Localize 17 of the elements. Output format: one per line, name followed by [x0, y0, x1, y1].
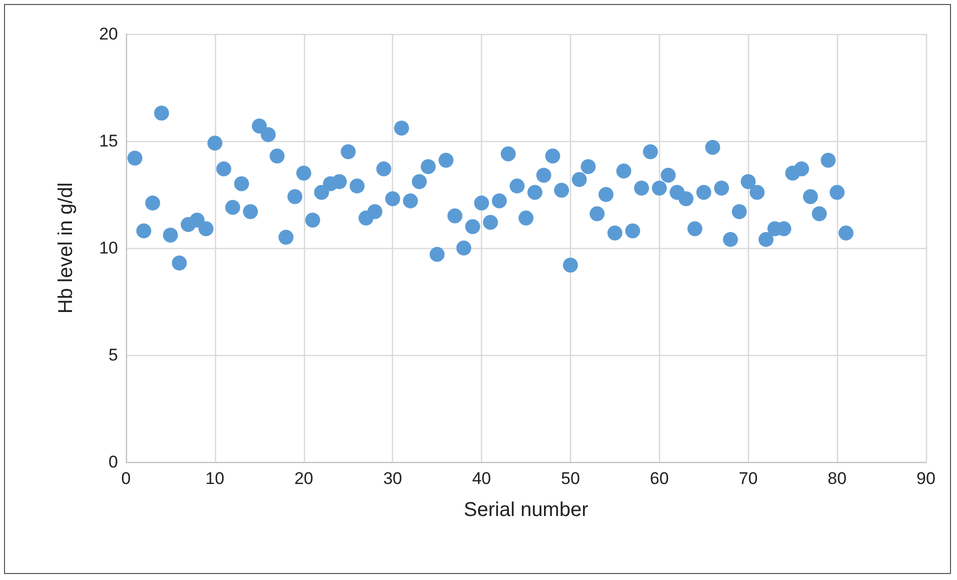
x-tick-label: 40: [472, 469, 492, 488]
x-tick-label: 30: [383, 469, 402, 488]
y-tick-label: 10: [99, 238, 118, 258]
y-tick-label: 15: [99, 132, 118, 150]
x-axis-title: Serial number: [464, 499, 589, 521]
x-tick-label: 20: [294, 469, 314, 488]
x-tick-label: 80: [828, 469, 847, 488]
x-tick-label: 60: [650, 469, 669, 488]
x-tick-label: 0: [121, 469, 131, 488]
y-tick-label: 0: [108, 452, 118, 472]
y-tick-label: 5: [108, 346, 118, 364]
y-tick-label: 20: [99, 24, 118, 44]
x-tick-label: 10: [205, 469, 224, 488]
x-tick-label: 90: [916, 469, 936, 488]
x-tick-label: 70: [738, 469, 758, 488]
y-axis-title: Hb level in g/dl: [55, 182, 77, 314]
x-tick-label: 50: [560, 469, 580, 488]
